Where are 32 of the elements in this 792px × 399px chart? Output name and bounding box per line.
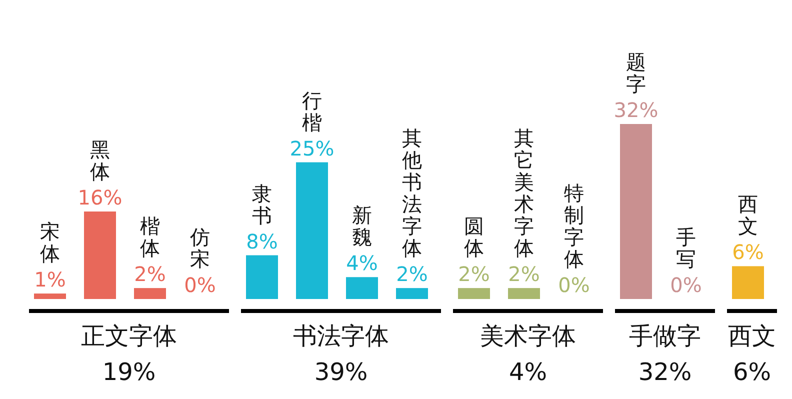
x-tick-label: 宋体 (40, 220, 60, 266)
x-tick-label: 黑体 (90, 138, 110, 184)
x-tick-label: 其它美术字体 (514, 126, 534, 260)
x-tick-label: 题字 (626, 50, 646, 96)
x-tick-label: 仿宋 (189, 225, 210, 271)
data-label: 0% (670, 273, 702, 297)
text: 手做字 32% (629, 322, 701, 386)
data-label: 4% (346, 251, 378, 276)
data-label: 0% (184, 273, 216, 297)
data-label: 2% (458, 262, 490, 286)
x-tick-label: 行楷 (302, 88, 322, 134)
x-tick-label: 圆体 (464, 214, 484, 260)
text: 正文字体 19% (81, 322, 177, 386)
x-tick-label: 隶书 (252, 181, 272, 228)
data-label: 0% (558, 273, 590, 297)
x-tick-label: 新魏 (352, 203, 372, 250)
data-label: 6% (732, 240, 764, 264)
data-label: 16% (78, 186, 122, 210)
text: 6% (732, 358, 772, 386)
x-tick-label: 其他书法字体 (402, 126, 422, 260)
data-label: 8% (246, 229, 278, 254)
data-label: 1% (34, 268, 66, 292)
x-tick-label: 特制字体 (564, 181, 584, 271)
x-tick-label: 手写 (676, 225, 696, 271)
text: 美术字体 4% (480, 322, 576, 386)
data-label: 32% (614, 98, 658, 122)
text: 书法字体 39% (293, 322, 389, 386)
x-tick-label: 楷体 (140, 214, 160, 260)
data-label: 2% (134, 262, 166, 286)
data-label: 25% (290, 136, 334, 160)
data-label: 2% (508, 262, 540, 286)
data-label: 2% (396, 262, 428, 286)
